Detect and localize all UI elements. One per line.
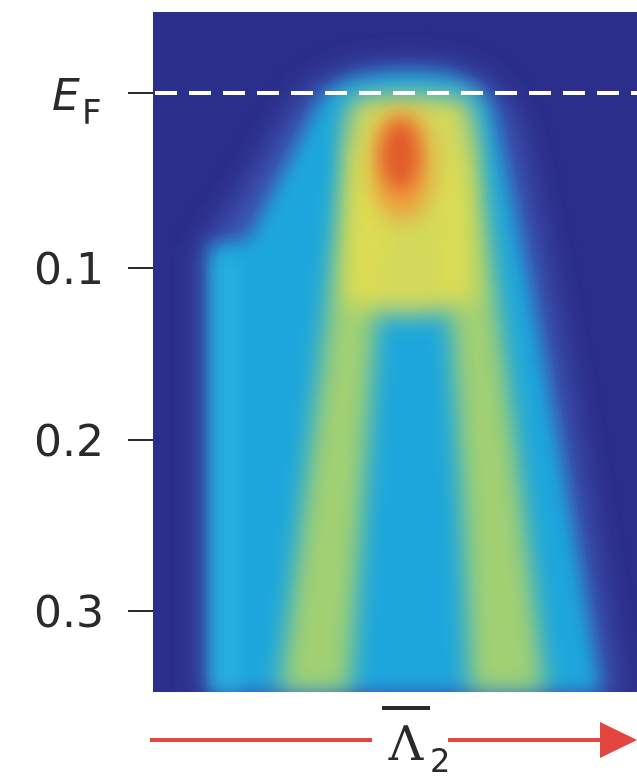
tick-subscript: F	[82, 93, 102, 133]
tick-label: 0.2	[34, 416, 104, 467]
tick-label: 0.1	[34, 244, 104, 295]
tick-label: E	[52, 70, 80, 121]
arrow-head	[600, 722, 637, 758]
k-subscript: 2	[430, 742, 450, 776]
tick-label: 0.3	[34, 587, 104, 638]
ticks	[128, 92, 153, 612]
k-label: Λ	[388, 716, 425, 772]
heatmap	[153, 12, 637, 692]
